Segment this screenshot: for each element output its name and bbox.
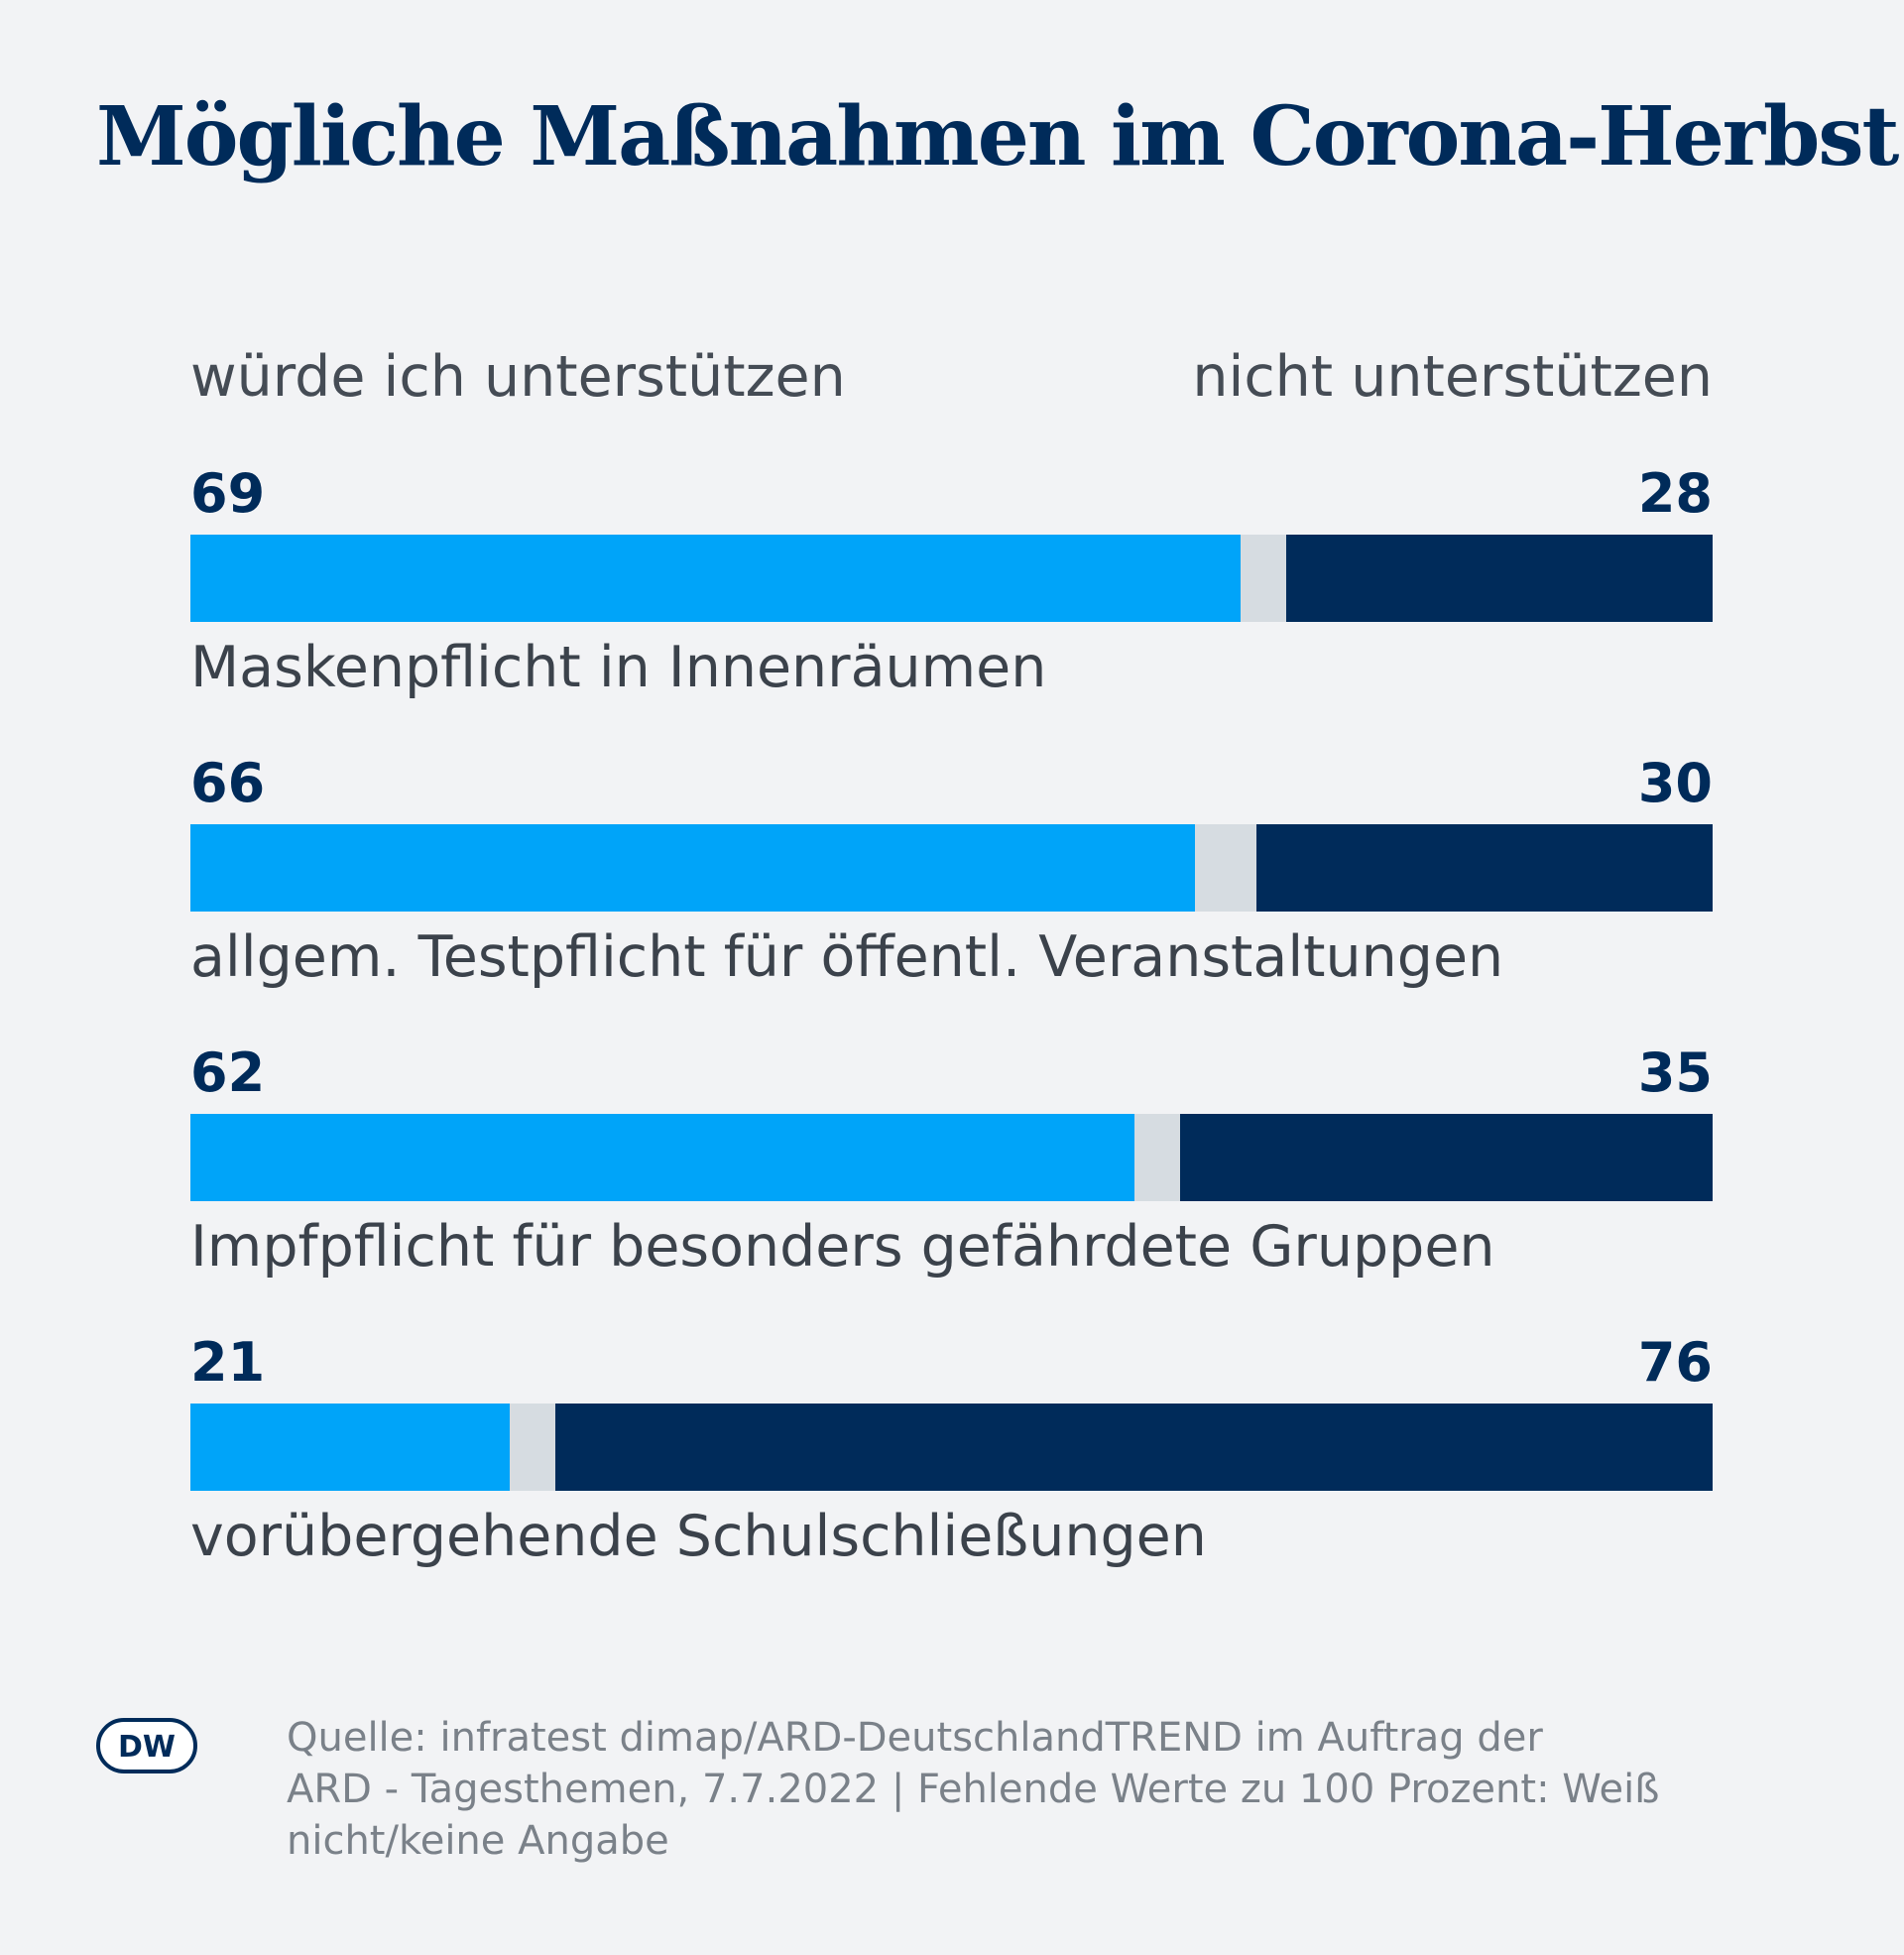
category-label: Maskenpflicht in Innenräumen <box>190 635 1047 700</box>
support-value-label: 69 <box>190 462 266 525</box>
support-bar-segment <box>190 1114 1134 1201</box>
dw-logo-outline <box>96 1718 197 1773</box>
oppose-bar-segment <box>1255 824 1713 912</box>
stacked-bar <box>190 535 1713 622</box>
oppose-value-label: 30 <box>1637 752 1713 814</box>
oppose-value-label: 35 <box>1637 1041 1713 1104</box>
category-label: vorübergehende Schulschließungen <box>190 1504 1207 1569</box>
legend-oppose: nicht unterstützen <box>1192 344 1713 410</box>
chart-title: Mögliche Maßnahmen im Corona-Herbst <box>96 89 1899 184</box>
bar-row: 21 76 vorübergehende Schulschließungen <box>190 1331 1713 1579</box>
bar-row: 62 35 Impfpflicht für besonders gefährde… <box>190 1041 1713 1289</box>
legend-support: würde ich unterstützen <box>190 344 846 410</box>
stacked-bar <box>190 824 1713 912</box>
category-label: Impfpflicht für besonders gefährdete Gru… <box>190 1214 1495 1280</box>
bar-row: 69 28 Maskenpflicht in Innenräumen <box>190 462 1713 710</box>
source-line: nicht/keine Angabe <box>287 1818 669 1864</box>
oppose-bar-segment <box>1286 535 1713 622</box>
oppose-value-label: 28 <box>1637 462 1713 525</box>
support-bar-segment <box>190 535 1242 622</box>
support-value-label: 66 <box>190 752 266 814</box>
dw-logo-text: DW <box>118 1730 176 1765</box>
category-label: allgem. Testpflicht für öffentl. Veranst… <box>190 924 1504 990</box>
bar-row: 66 30 allgem. Testpflicht für öffentl. V… <box>190 752 1713 1000</box>
stacked-bar <box>190 1114 1713 1201</box>
support-bar-segment <box>190 1404 511 1491</box>
source-note: Quelle: infratest dimap/ARD-DeutschlandT… <box>287 1712 1744 1867</box>
stacked-bar <box>190 1404 1713 1491</box>
source-line: Quelle: infratest dimap/ARD-DeutschlandT… <box>287 1715 1543 1761</box>
oppose-value-label: 76 <box>1637 1331 1713 1394</box>
source-line: ARD - Tagesthemen, 7.7.2022 | Fehlende W… <box>287 1767 1660 1812</box>
support-value-label: 62 <box>190 1041 266 1104</box>
support-value-label: 21 <box>190 1331 266 1394</box>
dw-logo: DW <box>96 1718 197 1773</box>
oppose-bar-segment <box>555 1404 1713 1491</box>
oppose-bar-segment <box>1179 1114 1713 1201</box>
support-bar-segment <box>190 824 1196 912</box>
